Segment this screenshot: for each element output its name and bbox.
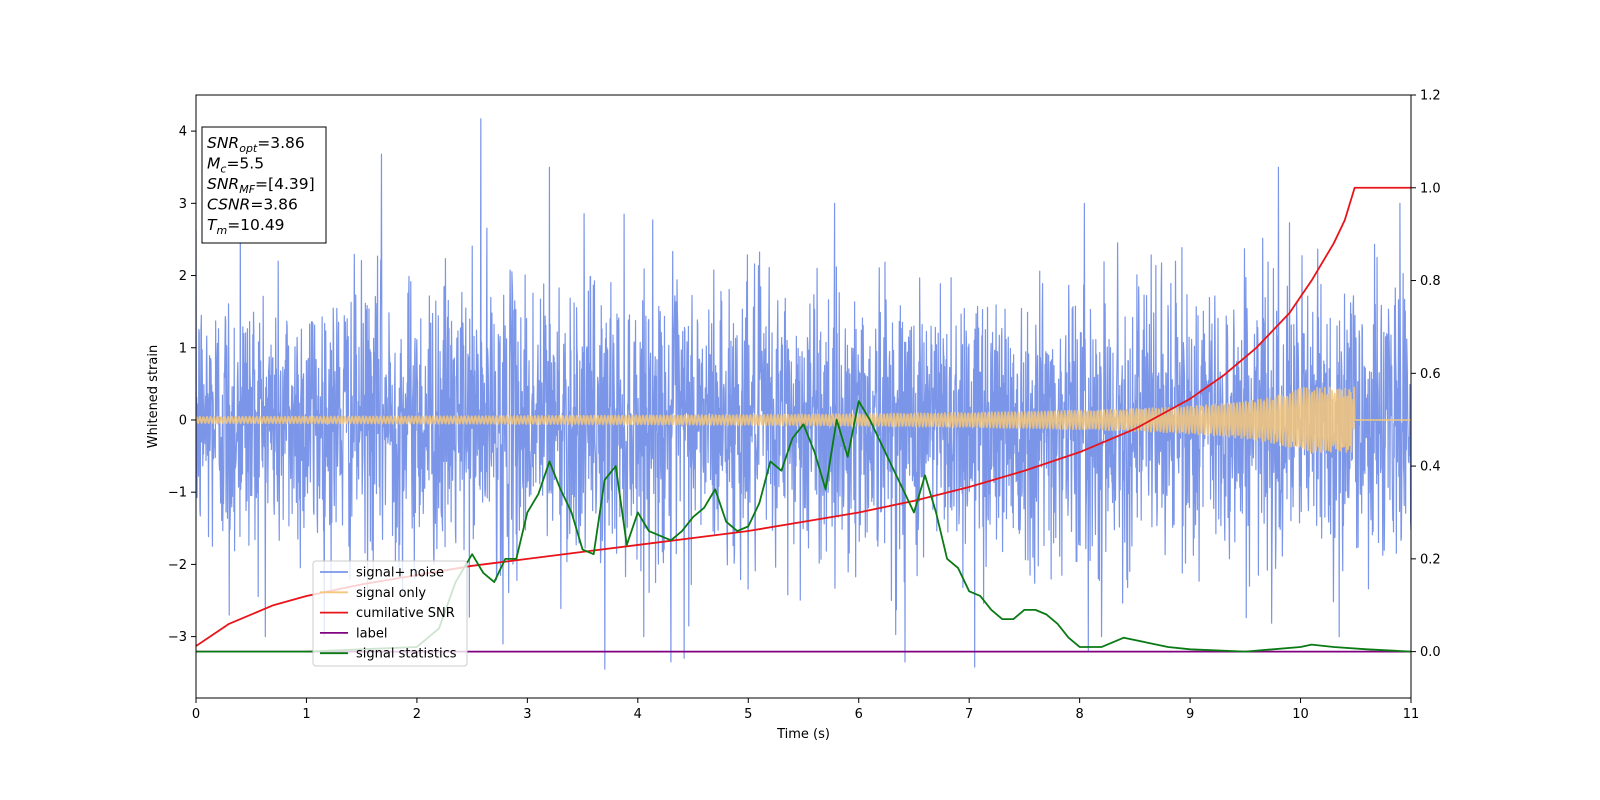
axes-frame bbox=[195, 94, 1412, 699]
x-tick-label: 11 bbox=[1403, 707, 1420, 722]
x-tick-label: 7 bbox=[965, 707, 973, 722]
y-tick-label-left: 1 bbox=[179, 341, 187, 356]
annotation-frame bbox=[201, 126, 327, 244]
series-line-5 bbox=[196, 400, 1411, 653]
y-tick-label-right: 0.4 bbox=[1420, 460, 1441, 475]
x-tick-label: 6 bbox=[855, 707, 863, 722]
y-tick-label-right: 1.0 bbox=[1420, 181, 1441, 196]
annotation-line: CSNR=3.86 bbox=[207, 196, 298, 214]
annotation-line: Tm=10.49 bbox=[207, 216, 285, 237]
x-tick-label: 4 bbox=[634, 707, 642, 722]
ticks: 0 1 2 3 4 5 6 7 8 9 10 11 −3 −2 −1 0 1 2 3 4 0.0 0.2 0.4 0.6 0.8… bbox=[168, 89, 1441, 723]
y-tick-label-right: 0.2 bbox=[1420, 552, 1441, 567]
annotation-line: SNRMF=[4.39] bbox=[207, 175, 315, 196]
x-tick-label: 9 bbox=[1186, 707, 1194, 722]
series-line-1 bbox=[196, 118, 1411, 670]
y-tick-label-left: −2 bbox=[168, 558, 187, 573]
x-tick-label: 1 bbox=[302, 707, 310, 722]
y-axis-label-left: Whitened strain bbox=[146, 345, 161, 448]
x-tick-label: 5 bbox=[744, 707, 752, 722]
x-tick-label: 0 bbox=[192, 707, 200, 722]
annotation-line: SNRopt=3.86 bbox=[207, 134, 305, 155]
y-tick-label-right: 0.0 bbox=[1420, 645, 1441, 660]
legend: signal+ noise signal only cumilative SNR la… bbox=[312, 560, 468, 667]
y-tick-label-left: 0 bbox=[179, 413, 187, 428]
x-axis-label: Time (s) bbox=[776, 727, 830, 742]
x-tick-label: 8 bbox=[1075, 707, 1083, 722]
legend-label: signal only bbox=[356, 586, 426, 601]
x-tick-label: 2 bbox=[413, 707, 421, 722]
y-tick-label-right: 0.8 bbox=[1420, 274, 1441, 289]
y-tick-label-left: 2 bbox=[179, 269, 187, 284]
y-tick-label-left: 4 bbox=[179, 125, 187, 140]
y-tick-label-right: 0.6 bbox=[1420, 367, 1441, 382]
x-tick-label: 10 bbox=[1292, 707, 1309, 722]
annotation-line: Mc=5.5 bbox=[207, 155, 264, 176]
x-tick-label: 3 bbox=[523, 707, 531, 722]
y-tick-label-left: 3 bbox=[179, 197, 187, 212]
legend-label: label bbox=[356, 626, 387, 641]
legend-label: cumilative SNR bbox=[356, 606, 455, 621]
y-tick-label-left: −3 bbox=[168, 630, 187, 645]
y-tick-label-right: 1.2 bbox=[1420, 89, 1441, 104]
legend-frame bbox=[312, 560, 468, 667]
legend-label: signal statistics bbox=[356, 647, 457, 662]
y-tick-label-left: −1 bbox=[168, 486, 187, 501]
legend-label: signal+ noise bbox=[356, 566, 444, 581]
